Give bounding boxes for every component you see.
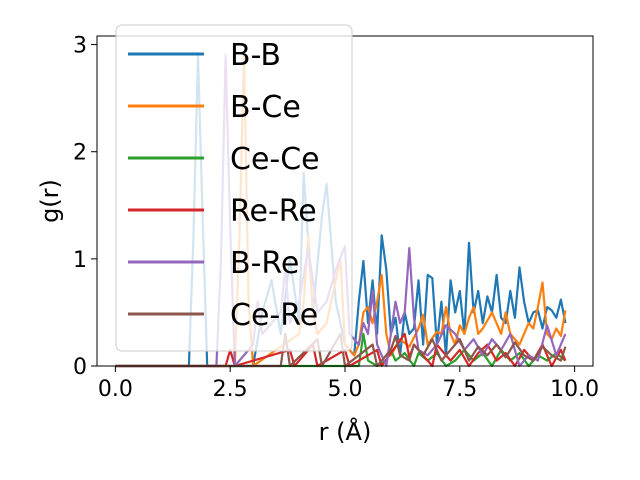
y-tick-label: 2	[73, 141, 87, 166]
legend-label-b-b: B-B	[230, 38, 281, 73]
legend-label-re-re: Re-Re	[230, 194, 317, 229]
x-axis-label: r (Å)	[319, 417, 372, 446]
x-tick-label: 2.5	[213, 377, 248, 402]
series-line-ce-re	[115, 332, 567, 368]
legend-label-b-ce: B-Ce	[230, 90, 301, 125]
y-axis-label: g(r)	[36, 179, 64, 223]
y-tick-label: 1	[73, 248, 87, 273]
x-tick-label: 7.5	[442, 377, 477, 402]
x-tick-label: 5.0	[328, 377, 363, 402]
y-tick-label: 0	[73, 355, 87, 380]
legend-label-b-re: B-Re	[230, 246, 299, 281]
x-axis: 0.0 2.5 5.0 7.5 10.0	[98, 366, 599, 402]
y-tick-label: 3	[73, 34, 87, 59]
x-tick-label: 10.0	[550, 377, 599, 402]
legend-label-ce-re: Ce-Re	[230, 298, 318, 333]
y-axis: 0 1 2 3	[73, 34, 97, 380]
x-tick-label: 0.0	[98, 377, 133, 402]
legend: B-B B-Ce Ce-Ce Re-Re B-Re Ce-Re	[115, 24, 353, 352]
legend-label-ce-ce: Ce-Ce	[230, 142, 320, 177]
